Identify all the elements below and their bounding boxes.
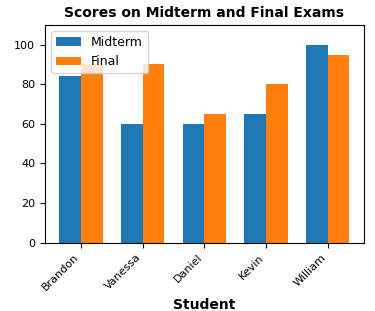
Bar xyxy=(143,64,164,243)
Bar xyxy=(328,54,349,243)
Bar xyxy=(266,84,288,243)
Title: Scores on Midterm and Final Exams: Scores on Midterm and Final Exams xyxy=(64,6,344,20)
Bar xyxy=(60,76,81,243)
Bar xyxy=(183,124,204,243)
Bar xyxy=(244,114,266,243)
Bar xyxy=(121,124,143,243)
X-axis label: Student: Student xyxy=(173,298,236,311)
Bar xyxy=(204,114,226,243)
Bar xyxy=(306,45,328,243)
Legend: Midterm, Final: Midterm, Final xyxy=(51,31,148,73)
Bar xyxy=(81,64,103,243)
